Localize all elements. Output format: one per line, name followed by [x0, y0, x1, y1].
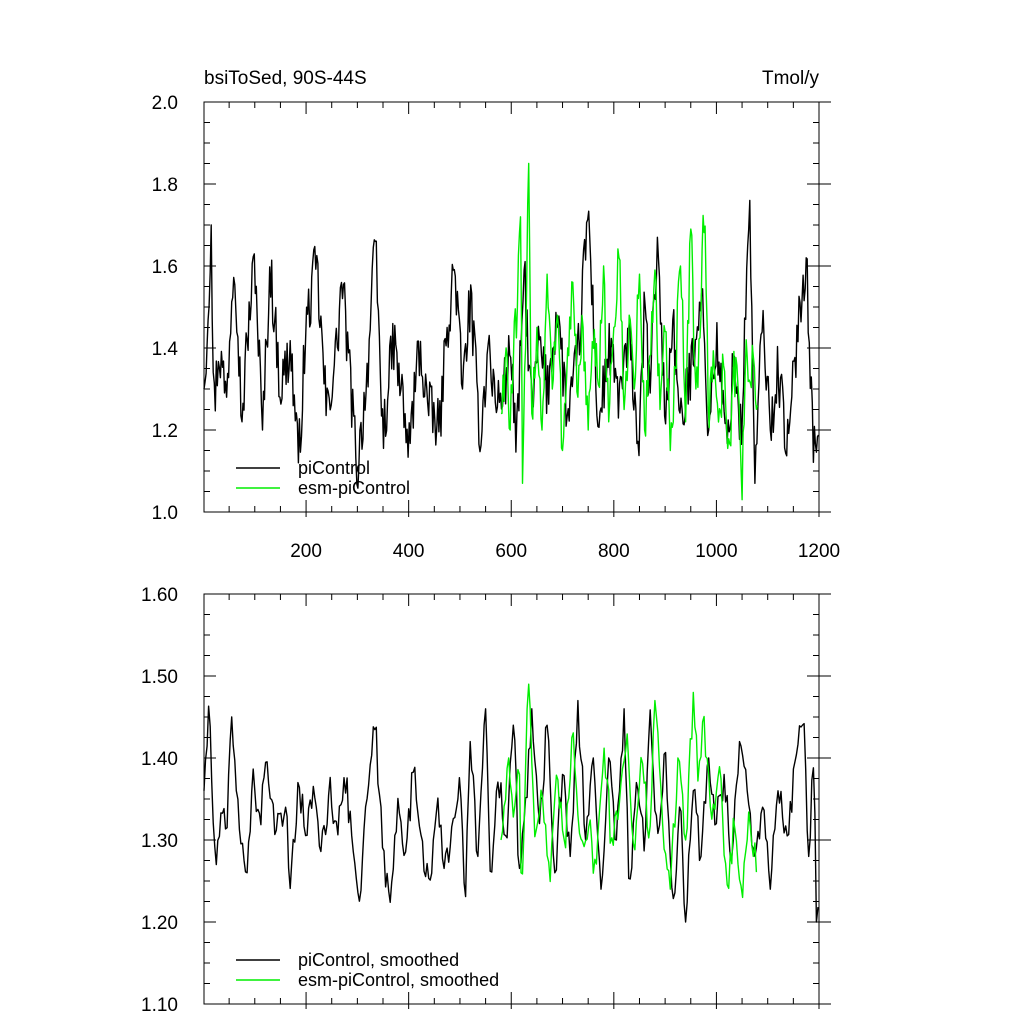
y-tick-label: 1.60 [141, 585, 178, 606]
top-plot-frame [203, 101, 820, 513]
bottom-panel: 1.10 1.20 1.30 1.40 1.50 1.60 piControl, smoo… [141, 585, 831, 1016]
top-panel: bsiToSed, 90S-44S Tmol/y 200 400 600 800 100… [152, 68, 841, 562]
bottom-series-group [203, 683, 819, 923]
top-chart-units: Tmol/y [762, 68, 820, 89]
legend-label: piControl, smoothed [298, 950, 459, 970]
top-chart-title: bsiToSed, 90S-44S [204, 68, 367, 89]
series-line-picontrol [203, 699, 819, 923]
y-tick-label: 1.8 [152, 175, 178, 196]
y-tick-label: 1.6 [152, 257, 178, 278]
y-tick-label: 1.30 [141, 831, 178, 852]
y-tick-label: 1.20 [141, 913, 178, 934]
y-tick-label: 1.10 [141, 995, 178, 1016]
series-line-esm-picontrol [500, 683, 758, 899]
x-tick-label: 200 [290, 541, 322, 562]
y-tick-label: 2.0 [152, 93, 178, 114]
x-tick-label: 1000 [695, 541, 737, 562]
legend-label: piControl [298, 458, 370, 478]
top-axis-ticks: 200 400 600 800 1000 1200 1.0 1.2 1.4 1.6 1.8 2.0 [152, 93, 841, 562]
y-tick-label: 1.2 [152, 421, 178, 442]
legend-label: esm-piControl [298, 478, 410, 498]
x-tick-label: 800 [598, 541, 630, 562]
y-tick-label: 1.4 [152, 339, 179, 360]
y-tick-label: 1.50 [141, 667, 178, 688]
x-tick-label: 400 [393, 541, 425, 562]
top-series-group [203, 162, 820, 501]
series-line-esm-picontrol [500, 162, 759, 501]
x-tick-label: 1200 [798, 541, 840, 562]
legend-label: esm-piControl, smoothed [298, 970, 499, 990]
x-tick-label: 600 [495, 541, 527, 562]
series-line-picontrol [203, 199, 820, 489]
y-tick-label: 1.0 [152, 503, 178, 524]
y-tick-label: 1.40 [141, 749, 178, 770]
